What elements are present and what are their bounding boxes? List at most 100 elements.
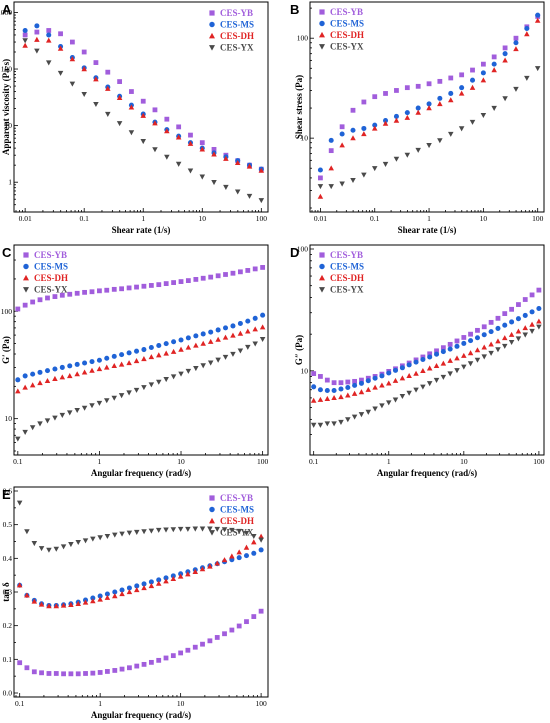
data-point: [399, 365, 405, 371]
data-point: [237, 320, 243, 326]
data-point: [207, 526, 213, 532]
series-ces-yb: [311, 287, 542, 386]
data-point: [434, 351, 440, 357]
series-ces-yb: [15, 265, 266, 312]
data-point: [199, 174, 206, 180]
data-point: [104, 533, 111, 539]
data-point: [459, 85, 465, 91]
data-point: [534, 66, 541, 72]
data-point: [413, 370, 419, 376]
series-ces-yx: [310, 324, 542, 428]
data-point: [185, 335, 191, 341]
legend-marker: [319, 44, 325, 50]
data-point: [345, 417, 351, 423]
data-point: [440, 374, 447, 380]
data-point: [59, 292, 65, 298]
data-point: [185, 368, 192, 374]
data-point: [34, 48, 40, 54]
data-point: [223, 184, 229, 190]
data-point: [53, 546, 60, 552]
data-point: [426, 101, 432, 107]
data-point: [89, 289, 95, 295]
data-point: [170, 527, 177, 533]
data-point: [481, 344, 487, 350]
data-point: [155, 580, 162, 586]
data-point: [470, 67, 475, 73]
data-point: [251, 614, 257, 619]
data-point: [516, 302, 521, 307]
data-point: [111, 363, 118, 369]
y-tick-label: 100: [297, 245, 309, 254]
data-point: [317, 387, 323, 393]
data-point: [141, 347, 147, 353]
y-tick-label: 0.4: [3, 554, 13, 563]
data-point: [163, 575, 169, 581]
data-point: [200, 331, 206, 337]
data-point: [126, 360, 132, 366]
y-tick-label: 10: [301, 134, 309, 143]
series-ces-yx: [15, 336, 266, 442]
data-point: [433, 362, 440, 368]
data-point: [66, 373, 73, 379]
data-point: [448, 131, 454, 137]
data-point: [148, 659, 154, 665]
data-point: [178, 279, 184, 284]
data-point: [119, 531, 125, 537]
data-point: [345, 379, 351, 385]
data-point: [222, 631, 227, 637]
legend-label: CES-MS: [34, 262, 68, 272]
data-point: [524, 25, 530, 32]
legend-marker: [209, 517, 215, 524]
data-point: [243, 544, 250, 550]
data-point: [96, 400, 103, 406]
data-point: [244, 619, 249, 625]
data-point: [177, 573, 184, 579]
data-point: [156, 282, 162, 288]
data-point: [15, 436, 21, 442]
data-point: [81, 49, 87, 55]
data-point: [126, 350, 132, 356]
data-point: [69, 81, 76, 87]
data-point: [60, 602, 67, 608]
legend-label: CES-DH: [330, 30, 364, 40]
data-point: [187, 140, 194, 146]
data-point: [481, 324, 487, 330]
data-point: [448, 97, 454, 103]
data-point: [69, 56, 76, 62]
data-point: [193, 366, 199, 372]
data-point: [404, 114, 411, 120]
legend-marker: [319, 31, 325, 38]
data-point: [385, 380, 392, 386]
data-point: [104, 355, 110, 361]
data-point: [163, 281, 169, 286]
data-point: [118, 393, 125, 399]
data-point: [46, 671, 52, 676]
x-tick-label: 0.01: [19, 214, 32, 223]
data-point: [372, 375, 378, 381]
data-point: [437, 78, 443, 84]
x-tick-label: 100: [533, 457, 545, 466]
data-point: [200, 275, 206, 281]
legend-label: CES-YX: [220, 43, 254, 53]
data-point: [163, 578, 169, 584]
y-tick-label: 0.1: [3, 655, 13, 664]
x-tick-label: 1: [141, 214, 145, 223]
data-point: [331, 387, 337, 394]
legend-marker: [209, 32, 215, 39]
data-point: [365, 386, 372, 392]
data-point: [89, 359, 95, 365]
data-point: [89, 367, 95, 373]
data-point: [469, 119, 476, 125]
data-point: [488, 319, 494, 325]
data-point: [104, 669, 110, 674]
data-point: [134, 348, 140, 354]
plot-frame: [13, 1, 269, 213]
data-point: [433, 377, 440, 383]
data-point: [413, 387, 419, 393]
data-point: [163, 350, 169, 356]
data-point: [358, 389, 365, 395]
data-point: [536, 324, 542, 330]
data-point: [458, 90, 465, 96]
data-point: [392, 397, 399, 403]
